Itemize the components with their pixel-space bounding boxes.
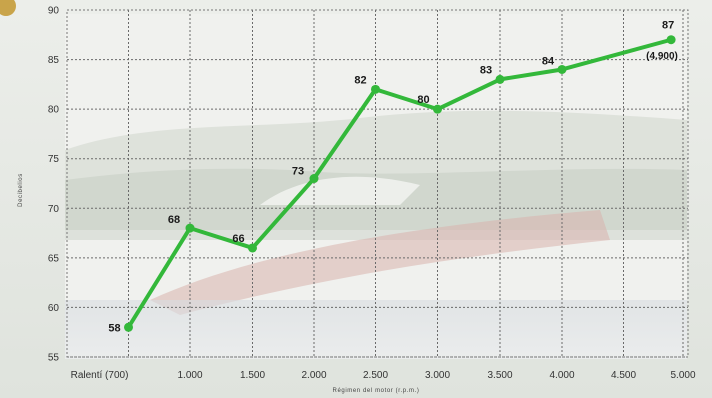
x-tick-label: Ralentí (700) [71, 370, 129, 381]
x-tick-label: 4.000 [549, 370, 574, 381]
annotation-label: (4.900) [646, 51, 678, 62]
data-label: 82 [354, 74, 366, 86]
y-tick-label: 85 [48, 55, 60, 66]
x-tick-label: 3.000 [425, 370, 450, 381]
y-tick-label: 60 [48, 303, 60, 314]
data-label: 84 [542, 55, 555, 67]
x-tick-label: 5.000 [670, 370, 695, 381]
data-point [248, 243, 257, 253]
x-axis-title: Régimen del motor (r.p.m.) [333, 388, 420, 394]
y-axis-title: Decibelios [18, 173, 24, 207]
y-tick-label: 70 [48, 204, 60, 215]
y-tick-label: 65 [48, 253, 60, 264]
data-label: 58 [108, 322, 120, 334]
data-label: 80 [417, 94, 429, 106]
data-label: 73 [292, 166, 304, 178]
data-point [433, 104, 442, 114]
y-tick-label: 90 [48, 6, 60, 17]
data-point [371, 84, 380, 94]
data-label: 66 [232, 233, 244, 245]
x-tick-label: 2.000 [301, 370, 326, 381]
x-tick-label: 1.500 [240, 370, 265, 381]
data-point [309, 174, 319, 184]
x-tick-label: 2.500 [363, 370, 388, 381]
data-point [495, 74, 505, 84]
data-point [124, 322, 133, 332]
y-tick-label: 75 [48, 154, 60, 165]
data-point [666, 35, 676, 45]
corner-badge [0, 0, 16, 16]
data-point [557, 64, 567, 74]
y-tick-label: 55 [48, 353, 60, 364]
data-label: 87 [662, 20, 674, 32]
x-tick-label: 4.500 [611, 370, 636, 381]
x-tick-label: 3.500 [487, 370, 512, 381]
data-label: 83 [480, 64, 492, 76]
data-label: 68 [168, 214, 180, 226]
x-tick-label: 1.000 [177, 370, 202, 381]
data-point [185, 223, 195, 233]
y-tick-label: 80 [48, 105, 60, 116]
